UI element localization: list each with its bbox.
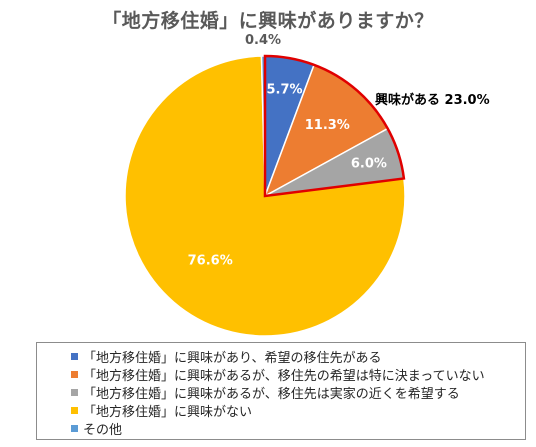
annotation-label: 興味がある 23.0% — [375, 92, 490, 108]
legend-label: 「地方移住婚」に興味があるが、移住先は実家の近くを希望する — [83, 386, 460, 402]
data-label: 76.6% — [188, 254, 233, 269]
legend-item: 「地方移住婚」に興味があるが、移住先は実家の近くを希望する — [71, 383, 525, 402]
legend-item: 「地方移住婚」に興味があるが、移住先の希望は特に決まっていない — [71, 365, 525, 384]
data-label: 5.7% — [266, 83, 302, 98]
legend-swatch — [71, 406, 78, 414]
legend-swatch — [71, 424, 78, 432]
legend-item: 「地方移住婚」に興味があり、希望の移住先がある — [71, 347, 525, 366]
chart-legend: 「地方移住婚」に興味があり、希望の移住先がある「地方移住婚」に興味があるが、移住… — [36, 342, 526, 440]
legend-label: その他 — [83, 422, 123, 438]
legend-item: その他 — [71, 419, 525, 438]
legend-swatch — [71, 370, 78, 378]
chart-title: 「地方移住婚」に興味がありますか？ — [102, 10, 434, 32]
legend-label: 「地方移住婚」に興味がない — [83, 404, 253, 420]
legend-item: 「地方移住婚」に興味がない — [71, 401, 525, 420]
highlight-outline — [263, 54, 406, 198]
data-label: 0.4% — [245, 33, 281, 48]
data-label: 11.3% — [305, 118, 350, 133]
legend-label: 「地方移住婚」に興味があり、希望の移住先がある — [83, 350, 382, 366]
data-label: 6.0% — [351, 156, 387, 171]
legend-swatch — [71, 388, 78, 396]
legend-label: 「地方移住婚」に興味があるが、移住先の希望は特に決まっていない — [83, 368, 485, 384]
legend-swatch — [71, 352, 78, 360]
